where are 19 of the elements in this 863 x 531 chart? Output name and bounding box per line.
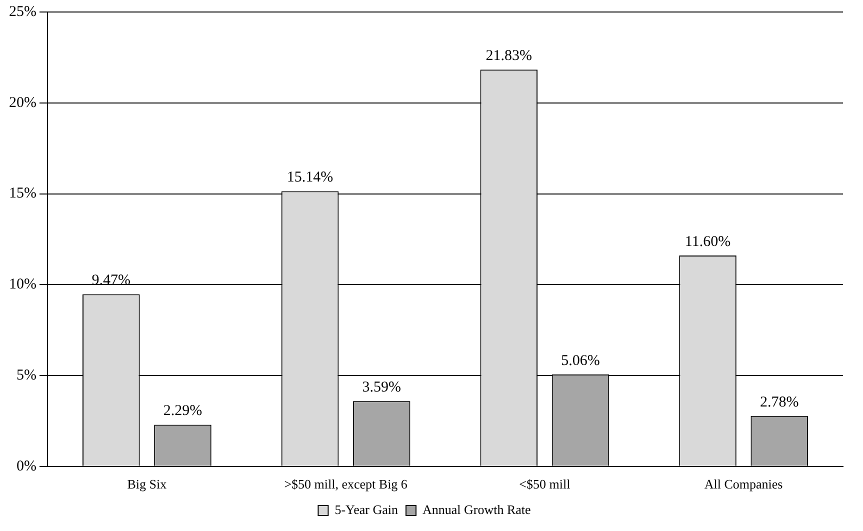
data-label: 21.83% (486, 48, 532, 64)
data-label: 3.59% (362, 380, 401, 396)
x-tick-label: >$50 mill, except Big 6 (284, 476, 408, 492)
data-label: 11.60% (684, 234, 731, 250)
data-label: 2.78% (760, 394, 799, 410)
data-label: 15.14% (286, 170, 334, 186)
y-tick-label: 20% (8, 94, 36, 111)
x-tick-label: <$50 mill (519, 476, 571, 492)
y-tick-label: 10% (8, 276, 36, 293)
y-tick-label: 5% (16, 367, 36, 384)
legend-label: Annual Growth Rate (422, 502, 532, 517)
y-tick-label: 25% (8, 4, 36, 20)
x-tick-label: Big Six (127, 476, 168, 492)
y-tick-label: 15% (8, 186, 36, 202)
legend-label: 5-Year Gain (334, 502, 398, 517)
data-label: 2.29% (163, 403, 202, 420)
data-label: 5.06% (561, 352, 600, 369)
x-tick-label: All Companies (704, 476, 783, 492)
y-tick-label: 0% (16, 458, 36, 474)
